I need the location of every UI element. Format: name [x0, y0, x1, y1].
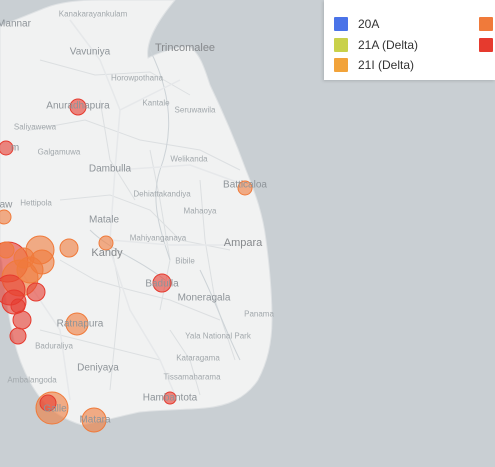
case-marker[interactable] — [26, 282, 46, 302]
legend-label-21a-delta: 21A (Delta) — [358, 38, 419, 52]
rivers — [89, 49, 241, 361]
case-marker[interactable] — [39, 394, 57, 412]
legend-label-20a: 20A — [358, 17, 380, 31]
case-marker[interactable] — [98, 235, 114, 251]
legend-swatch-red — [479, 38, 493, 52]
case-marker[interactable] — [10, 298, 26, 314]
legend-item-red[interactable] — [479, 38, 495, 52]
case-marker[interactable] — [163, 391, 177, 405]
case-marker[interactable] — [29, 249, 55, 275]
markers-layer — [0, 98, 253, 433]
legend-swatch-20a — [334, 17, 348, 31]
roads — [19, 19, 246, 401]
case-marker[interactable] — [0, 209, 12, 225]
case-marker[interactable] — [0, 140, 14, 156]
case-marker[interactable] — [69, 98, 87, 116]
legend-item-orange[interactable] — [479, 17, 495, 31]
legend-swatch-21i-delta — [334, 58, 348, 72]
legend-item-21a-delta[interactable]: 21A (Delta) — [334, 38, 418, 52]
case-marker[interactable] — [0, 241, 15, 259]
case-marker[interactable] — [152, 273, 172, 293]
case-marker[interactable] — [81, 407, 107, 433]
legend-swatch-orange — [479, 17, 493, 31]
legend-swatch-21a-delta — [334, 38, 348, 52]
legend-item-21i-delta[interactable]: 21I (Delta) — [334, 58, 414, 72]
legend-label-21i-delta: 21I (Delta) — [358, 58, 415, 72]
case-marker[interactable] — [237, 180, 253, 196]
case-marker[interactable] — [59, 238, 79, 258]
case-marker[interactable] — [9, 327, 27, 345]
case-marker[interactable] — [65, 312, 89, 336]
legend-item-20a[interactable]: 20A — [334, 17, 379, 31]
map-legend: 20A 21A (Delta) 21I (Delta) — [324, 0, 495, 80]
